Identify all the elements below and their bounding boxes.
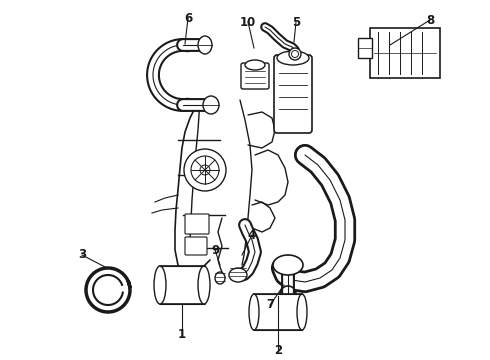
Ellipse shape bbox=[277, 51, 309, 65]
Ellipse shape bbox=[297, 294, 307, 330]
Text: 10: 10 bbox=[240, 15, 256, 28]
Ellipse shape bbox=[215, 272, 225, 284]
Text: 8: 8 bbox=[426, 14, 434, 27]
FancyBboxPatch shape bbox=[274, 55, 312, 133]
FancyBboxPatch shape bbox=[241, 63, 269, 89]
Bar bbox=[370, 28, 440, 78]
Ellipse shape bbox=[203, 96, 219, 114]
Ellipse shape bbox=[292, 50, 298, 58]
Ellipse shape bbox=[198, 266, 210, 304]
Ellipse shape bbox=[154, 266, 166, 304]
Text: 2: 2 bbox=[274, 343, 282, 356]
Ellipse shape bbox=[229, 268, 247, 282]
Text: 6: 6 bbox=[184, 12, 192, 24]
Text: 1: 1 bbox=[178, 328, 186, 342]
Bar bbox=[358, 38, 372, 58]
Text: 5: 5 bbox=[292, 15, 300, 28]
Text: 9: 9 bbox=[211, 243, 219, 257]
Text: 7: 7 bbox=[266, 298, 274, 311]
FancyBboxPatch shape bbox=[185, 214, 209, 234]
Ellipse shape bbox=[249, 294, 259, 330]
Ellipse shape bbox=[191, 156, 219, 184]
Ellipse shape bbox=[184, 149, 226, 191]
Text: 3: 3 bbox=[78, 248, 86, 261]
Text: 4: 4 bbox=[248, 229, 256, 242]
FancyBboxPatch shape bbox=[185, 237, 207, 255]
Ellipse shape bbox=[200, 165, 210, 175]
Ellipse shape bbox=[198, 36, 212, 54]
Ellipse shape bbox=[273, 255, 303, 275]
Ellipse shape bbox=[245, 60, 265, 70]
Ellipse shape bbox=[289, 48, 301, 60]
Bar bbox=[254, 294, 302, 330]
Bar bbox=[160, 266, 205, 304]
